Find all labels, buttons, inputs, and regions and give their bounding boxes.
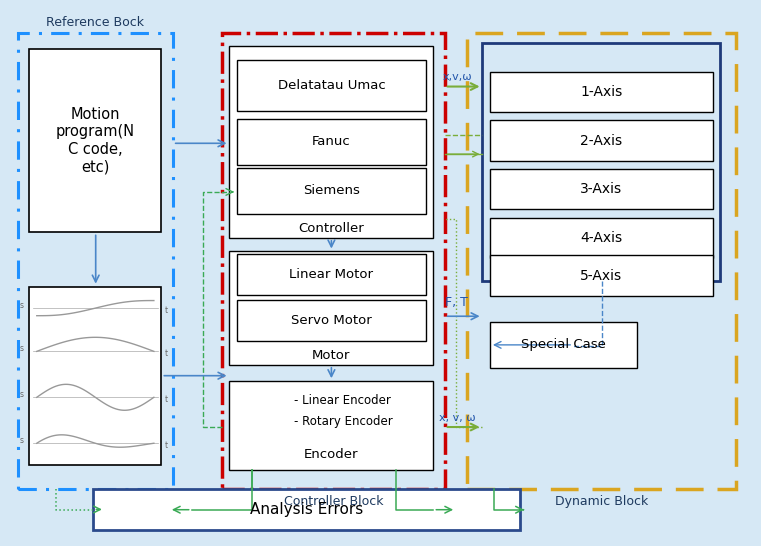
Text: s: s (19, 390, 23, 399)
Bar (237, 168, 426, 213)
Text: 2-Axis: 2-Axis (581, 134, 622, 147)
Text: - Linear Encoder: - Linear Encoder (294, 394, 390, 407)
Text: Dynamic Block: Dynamic Block (555, 495, 648, 508)
Bar (222, 33, 444, 489)
Text: 4-Axis: 4-Axis (581, 231, 622, 245)
Text: s: s (19, 301, 23, 310)
Text: x,v,ω: x,v,ω (443, 73, 473, 82)
Text: 3-Axis: 3-Axis (581, 182, 622, 196)
Bar (229, 46, 433, 238)
Text: Controller Block: Controller Block (284, 495, 383, 508)
Text: 1-Axis: 1-Axis (581, 85, 622, 99)
Text: Reference Bock: Reference Bock (46, 16, 145, 29)
Text: t: t (165, 441, 168, 450)
Text: Fanuc: Fanuc (312, 135, 351, 149)
Bar (490, 256, 713, 296)
Text: t: t (165, 349, 168, 358)
Text: Motor: Motor (312, 349, 351, 361)
Text: Delatatau Umac: Delatatau Umac (278, 79, 385, 92)
Bar (490, 169, 713, 210)
Bar (467, 33, 736, 489)
Bar (237, 254, 426, 295)
Text: s: s (19, 436, 23, 445)
Text: x, v, ω: x, v, ω (439, 413, 476, 423)
Text: Servo Motor: Servo Motor (291, 314, 372, 327)
Text: t: t (165, 395, 168, 404)
Text: t: t (165, 306, 168, 315)
Text: F, T: F, T (444, 296, 467, 309)
Text: Motion
program(N
C code,
etc): Motion program(N C code, etc) (56, 107, 135, 174)
Text: Siemens: Siemens (303, 184, 360, 197)
Text: Analysis Errors: Analysis Errors (250, 502, 364, 517)
Bar (229, 381, 433, 470)
Bar (237, 60, 426, 111)
Bar (482, 43, 721, 281)
Text: Encoder: Encoder (304, 448, 358, 460)
Text: 5-Axis: 5-Axis (581, 269, 622, 283)
Bar (490, 120, 713, 161)
Text: - Rotary Encoder: - Rotary Encoder (294, 415, 393, 428)
Bar (29, 49, 161, 233)
Text: Controller: Controller (298, 222, 365, 235)
Bar (237, 119, 426, 165)
Text: Special Case: Special Case (521, 338, 606, 351)
Bar (490, 218, 713, 258)
Text: s: s (19, 344, 23, 353)
Bar (94, 489, 521, 530)
Bar (490, 322, 638, 367)
Bar (490, 72, 713, 112)
Text: Linear Motor: Linear Motor (289, 268, 374, 281)
Bar (237, 300, 426, 341)
Bar (18, 33, 173, 489)
Bar (229, 251, 433, 365)
Bar (29, 287, 161, 465)
